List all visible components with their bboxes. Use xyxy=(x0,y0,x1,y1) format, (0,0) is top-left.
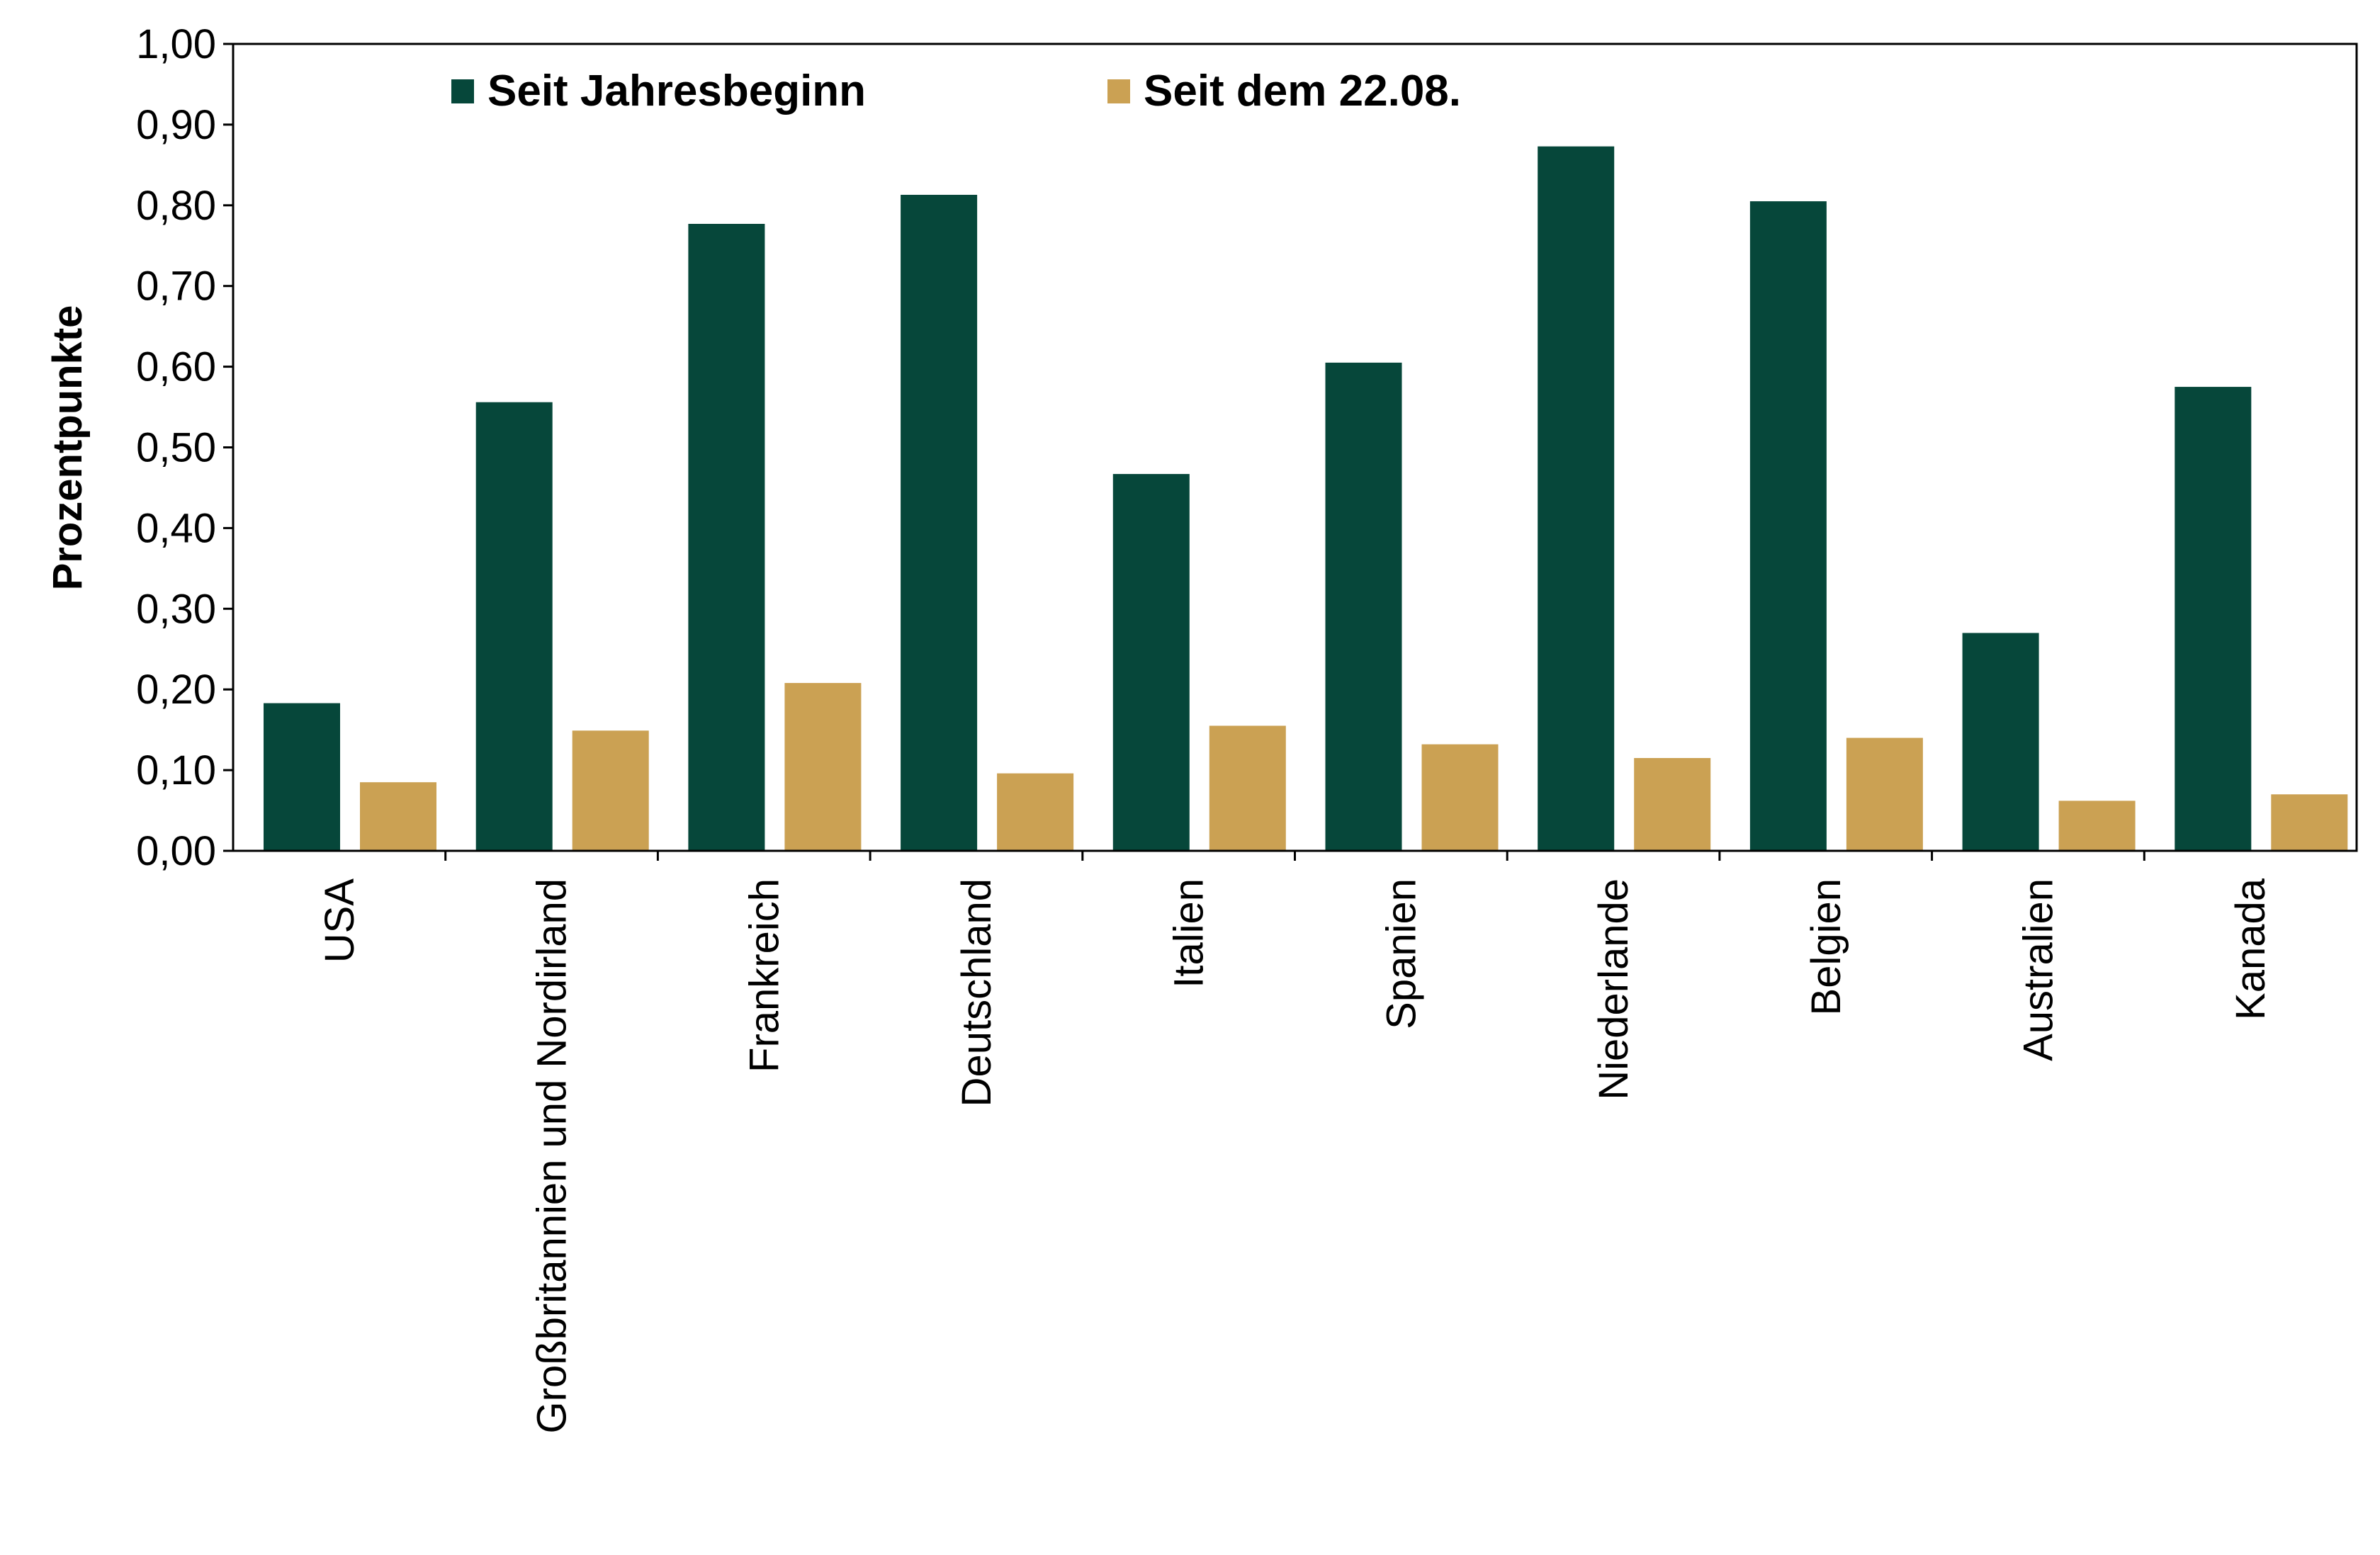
bar-series-1-9 xyxy=(2271,794,2348,851)
bar-series-1-0 xyxy=(360,782,436,851)
x-category-label: Niederlande xyxy=(1591,878,1637,1100)
bar-series-0-1 xyxy=(475,402,553,851)
bar-series-0-6 xyxy=(1538,146,1615,851)
y-tick-label: 0,30 xyxy=(136,586,216,632)
bar-series-0-7 xyxy=(1749,201,1827,852)
y-tick-label: 0,10 xyxy=(136,747,216,793)
y-tick-label: 0,40 xyxy=(136,505,216,551)
y-axis-label: Prozentpunkte xyxy=(45,305,91,591)
bar-series-1-3 xyxy=(997,773,1074,851)
y-tick-label: 0,50 xyxy=(136,425,216,471)
legend-swatch-series-1 xyxy=(1107,79,1130,103)
legend-swatch-series-0 xyxy=(451,79,474,103)
legend: Seit Jahresbeginn Seit dem 22.08. xyxy=(451,67,1461,115)
x-category-label: Frankreich xyxy=(741,878,787,1073)
legend-label-series-0: Seit Jahresbeginn xyxy=(487,67,866,115)
bar-series-0-0 xyxy=(264,703,340,851)
bar-series-1-2 xyxy=(784,683,862,851)
x-category-label: Großbritannien und Nordirland xyxy=(529,878,575,1433)
bar-series-0-3 xyxy=(901,194,978,851)
bar-series-0-5 xyxy=(1325,362,1402,851)
x-category-label: Kanada xyxy=(2228,878,2274,1020)
y-tick-label: 0,90 xyxy=(136,102,216,148)
y-tick-label: 0,00 xyxy=(136,828,216,874)
legend-label-series-1: Seit dem 22.08. xyxy=(1144,67,1461,115)
bar-series-0-4 xyxy=(1112,474,1190,851)
x-category-label: USA xyxy=(317,878,363,963)
bar-series-1-7 xyxy=(1846,737,1923,851)
y-tick-label: 1,00 xyxy=(136,21,216,67)
bar-series-1-1 xyxy=(572,730,649,851)
x-category-label: Belgien xyxy=(1803,878,1849,1015)
y-tick-label: 0,60 xyxy=(136,344,216,390)
x-category-label: Deutschland xyxy=(954,878,1000,1107)
bar-series-1-8 xyxy=(2058,801,2136,851)
y-tick-label: 0,20 xyxy=(136,667,216,713)
y-tick-label: 0,70 xyxy=(136,264,216,310)
bar-series-0-9 xyxy=(2175,387,2252,851)
bar-series-1-6 xyxy=(1634,758,1711,851)
x-category-label: Australien xyxy=(2015,878,2061,1061)
x-category-label: Spanien xyxy=(1378,878,1424,1029)
y-tick-label: 0,80 xyxy=(136,183,216,229)
bar-series-0-8 xyxy=(1962,633,2039,851)
bar-series-1-4 xyxy=(1209,725,1286,851)
x-category-label: Italien xyxy=(1166,878,1212,988)
bar-series-0-2 xyxy=(688,223,765,851)
bar-series-1-5 xyxy=(1421,744,1499,851)
